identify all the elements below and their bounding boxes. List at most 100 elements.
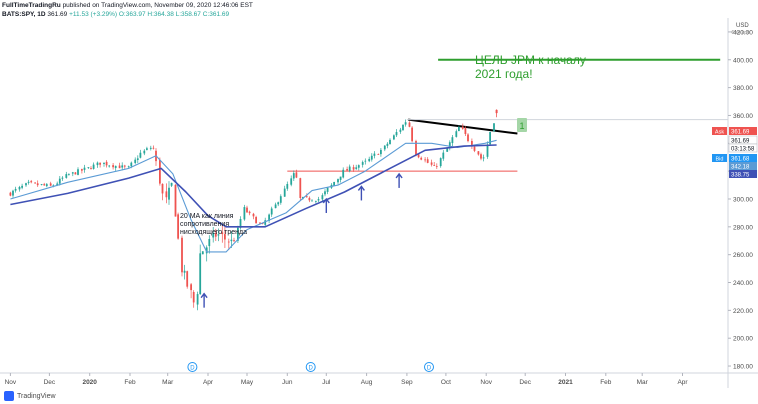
up-arrow-head-icon (322, 197, 330, 204)
candle-body (259, 222, 261, 224)
candle-body (326, 187, 329, 192)
candle-body (68, 174, 70, 176)
target-annotation-line1: ЦЕЛЬ JPM к началу (475, 53, 586, 67)
candle-body (34, 182, 36, 184)
y-tick-label: 420.00 (733, 29, 753, 36)
candle-body (477, 151, 480, 155)
x-tick-label: 2021 (558, 379, 573, 386)
candle-body (408, 122, 411, 127)
candle-body (177, 214, 179, 239)
candle-body (461, 126, 464, 129)
candle-body (217, 234, 220, 236)
candle-body (183, 270, 186, 273)
published-text: published on TradingView.com, November 0… (62, 2, 253, 9)
candle-body (368, 158, 371, 162)
candle-body (480, 154, 482, 159)
x-tick-label: Feb (124, 379, 136, 386)
price-label-box (729, 170, 757, 178)
candle-body (52, 185, 55, 187)
candle-body (308, 197, 311, 201)
y-tick-label: 260.00 (733, 252, 753, 259)
candle-body (45, 184, 48, 187)
up-arrow-head-icon (200, 292, 208, 299)
ohlc-values: O:363.97 H:364.38 L:358.67 C:361.69 (118, 11, 230, 18)
candle-body (417, 154, 420, 158)
candle-body (364, 160, 367, 162)
price-label-tag (712, 127, 727, 135)
publisher-line: FullTimeTradingRu published on TradingVi… (2, 1, 253, 10)
candle-body (246, 207, 248, 213)
candle-body (395, 132, 398, 136)
sma-20-line (10, 139, 497, 253)
candle-body (279, 196, 282, 203)
candle-body (455, 131, 458, 137)
candle-body (402, 124, 404, 131)
candle-body (118, 165, 121, 169)
price-label-box (729, 154, 757, 162)
candle-body (380, 149, 382, 155)
candle-body (134, 159, 137, 163)
x-tick-label: Aug (361, 379, 373, 386)
price-label-value: 342.18 (731, 165, 750, 171)
candle-body (286, 183, 289, 189)
candle-body (96, 162, 99, 166)
candle-body (324, 191, 326, 195)
x-tick-label: Jul (322, 379, 331, 386)
candle-body (377, 154, 380, 155)
candle-body (192, 292, 195, 303)
symbol: BATS:SPY, 1D (2, 11, 46, 18)
dividend-marker-icon (187, 362, 198, 372)
currency-sub-label: Фин.кол (731, 30, 750, 36)
candle-body (190, 284, 192, 291)
price-label-value: 03:13:58 (731, 147, 755, 153)
candle-body (357, 165, 360, 168)
price-label-tag-text: Bid (716, 157, 724, 163)
candle-body (21, 185, 23, 188)
candle-body (161, 183, 164, 194)
dividend-marker-icon (424, 362, 434, 372)
candle-body (87, 167, 90, 169)
candle-body (174, 184, 177, 217)
candle-body (255, 217, 257, 224)
candle-body (399, 129, 402, 132)
price-label-value: 361.69 (731, 130, 750, 136)
candle-body (123, 165, 126, 167)
candle-body (227, 241, 230, 243)
footer-brand: TradingView (17, 392, 56, 400)
x-tick-label: May (241, 379, 254, 386)
wave-label-box (517, 118, 527, 132)
y-tick-label: 400.00 (733, 57, 753, 64)
candle-body (214, 233, 217, 237)
dividend-marker-label: D (427, 366, 432, 372)
x-tick-label: Apr (677, 379, 688, 386)
candle-body (290, 178, 293, 185)
candle-body (467, 134, 469, 142)
candle-body (355, 167, 358, 169)
price-label-value: 361.68 (731, 157, 750, 163)
candle-body (105, 161, 108, 166)
candle-body (9, 192, 12, 196)
candle-body (108, 165, 111, 167)
candle-body (212, 232, 215, 238)
candle-body (25, 183, 27, 186)
candle-body (239, 219, 242, 228)
candle-body (252, 213, 255, 217)
x-tick-label: Nov (480, 379, 492, 386)
candle-body (277, 202, 280, 205)
candle-body (58, 178, 61, 184)
x-tick-label: Dec (519, 379, 531, 386)
candle-body (165, 191, 168, 198)
price-label-value: 338.75 (731, 173, 750, 179)
candle-body (333, 182, 335, 186)
candle-body (486, 144, 489, 157)
y-tick-label: 360.00 (733, 113, 753, 120)
candle-body (346, 169, 348, 171)
candle-body (181, 237, 183, 273)
candle-body (205, 247, 208, 254)
x-tick-label: Apr (203, 379, 214, 386)
candle-body (221, 232, 224, 235)
candle-body (208, 238, 211, 247)
x-tick-label: Jun (282, 379, 293, 386)
last-price: 361.69 (47, 11, 68, 18)
